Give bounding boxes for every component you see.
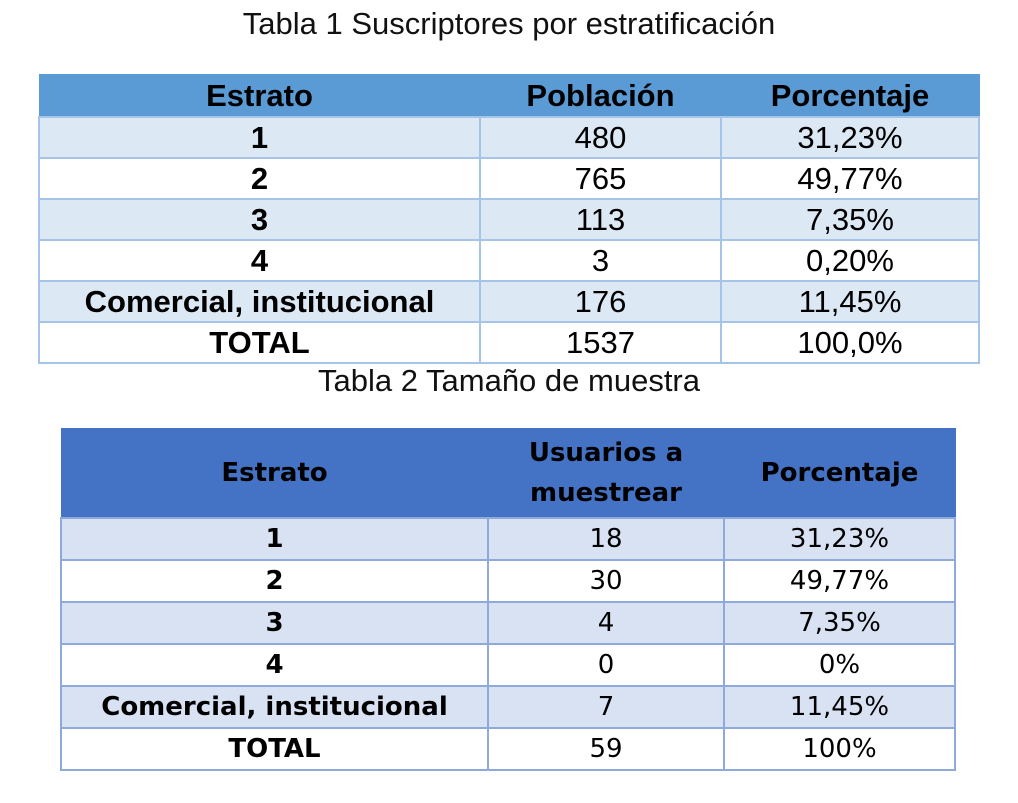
table-header-row: Estrato Población Porcentaje [38, 74, 980, 118]
cell-estrato: 1 [38, 116, 481, 159]
cell-porcentaje: 11,45% [723, 685, 956, 729]
cell-poblacion: 176 [479, 280, 722, 323]
cell-poblacion: 3 [479, 239, 722, 282]
header-porcentaje: Porcentaje [723, 428, 956, 519]
header-usuarios: Usuarios a muestrear [487, 428, 725, 519]
cell-poblacion: 113 [479, 198, 722, 241]
table-row: 4 3 0,20% [38, 239, 980, 282]
table-row: 3 113 7,35% [38, 198, 980, 241]
cell-usuarios: 4 [487, 601, 725, 645]
cell-estrato: 2 [38, 157, 481, 200]
header-poblacion: Población [479, 74, 722, 118]
cell-usuarios: 59 [487, 727, 725, 771]
cell-porcentaje: 7,35% [720, 198, 980, 241]
cell-estrato: TOTAL [38, 321, 481, 364]
cell-estrato: 1 [60, 517, 489, 561]
cell-porcentaje: 100,0% [720, 321, 980, 364]
cell-estrato: Comercial, institucional [38, 280, 481, 323]
table-row: 2 765 49,77% [38, 157, 980, 200]
table-row: 3 4 7,35% [60, 601, 956, 645]
cell-porcentaje: 100% [723, 727, 956, 771]
cell-porcentaje: 0,20% [720, 239, 980, 282]
cell-estrato: 2 [60, 559, 489, 603]
cell-usuarios: 0 [487, 643, 725, 687]
cell-usuarios: 30 [487, 559, 725, 603]
table-row: 2 30 49,77% [60, 559, 956, 603]
table-row: Comercial, institucional 7 11,45% [60, 685, 956, 729]
subscribers-table: Estrato Población Porcentaje 1 480 31,23… [38, 74, 980, 364]
table-header-row: Estrato Usuarios a muestrear Porcentaje [60, 428, 956, 519]
cell-porcentaje: 49,77% [723, 559, 956, 603]
cell-estrato: 4 [38, 239, 481, 282]
header-estrato: Estrato [38, 74, 481, 118]
table2-caption: Tabla 2 Tamaño de muestra [318, 363, 700, 398]
cell-porcentaje: 11,45% [720, 280, 980, 323]
sample-size-table: Estrato Usuarios a muestrear Porcentaje … [60, 428, 956, 771]
cell-poblacion: 765 [479, 157, 722, 200]
table-total-row: TOTAL 59 100% [60, 727, 956, 771]
header-porcentaje: Porcentaje [720, 74, 980, 118]
cell-estrato: 4 [60, 643, 489, 687]
header-estrato: Estrato [60, 428, 489, 519]
cell-estrato: 3 [60, 601, 489, 645]
cell-poblacion: 1537 [479, 321, 722, 364]
table1-caption: Tabla 1 Suscriptores por estratificación [242, 6, 776, 41]
cell-porcentaje: 7,35% [723, 601, 956, 645]
cell-poblacion: 480 [479, 116, 722, 159]
cell-porcentaje: 49,77% [720, 157, 980, 200]
table-total-row: TOTAL 1537 100,0% [38, 321, 980, 364]
cell-porcentaje: 31,23% [723, 517, 956, 561]
table-row: 1 18 31,23% [60, 517, 956, 561]
cell-estrato: 3 [38, 198, 481, 241]
cell-usuarios: 18 [487, 517, 725, 561]
cell-estrato: TOTAL [60, 727, 489, 771]
cell-porcentaje: 31,23% [720, 116, 980, 159]
cell-porcentaje: 0% [723, 643, 956, 687]
table-row: Comercial, institucional 176 11,45% [38, 280, 980, 323]
table-row: 1 480 31,23% [38, 116, 980, 159]
cell-estrato: Comercial, institucional [60, 685, 489, 729]
cell-usuarios: 7 [487, 685, 725, 729]
table-row: 4 0 0% [60, 643, 956, 687]
